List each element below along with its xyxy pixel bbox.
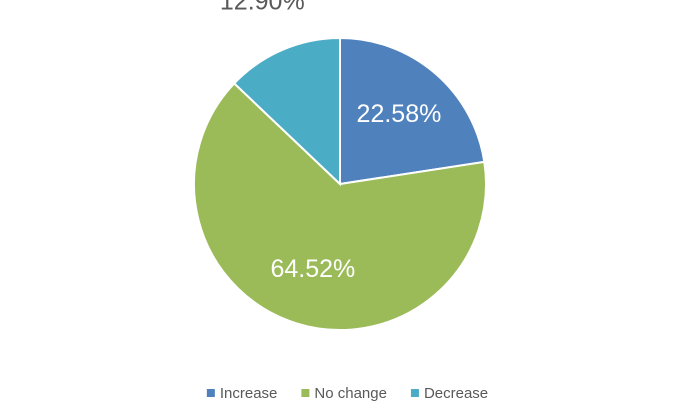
legend-marker [410, 389, 419, 397]
legend-label: Increase [220, 385, 278, 402]
data-label: 64.52% [270, 255, 355, 283]
data-label: 22.58% [357, 100, 442, 128]
pie-slice [339, 36, 486, 186]
legend-label: Decrease [424, 385, 488, 402]
data-label: 12.90% [220, 0, 305, 15]
legend-marker [206, 389, 215, 397]
legend-marker [301, 389, 310, 397]
legend-label: No change [314, 385, 387, 402]
pie-slice [232, 36, 341, 187]
pie-slice [193, 81, 487, 331]
